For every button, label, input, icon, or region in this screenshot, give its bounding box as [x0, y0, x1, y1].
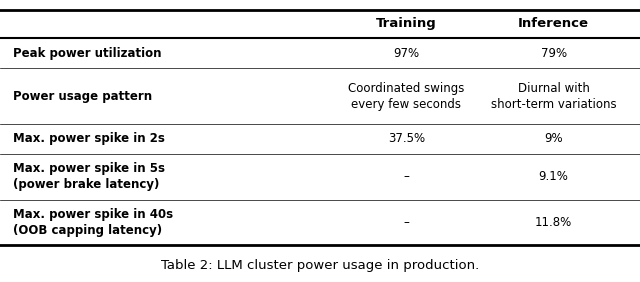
- Text: –: –: [403, 170, 410, 183]
- Text: Coordinated swings
every few seconds: Coordinated swings every few seconds: [348, 81, 465, 111]
- Text: –: –: [403, 216, 410, 229]
- Text: 97%: 97%: [394, 47, 419, 60]
- Text: 79%: 79%: [541, 47, 566, 60]
- Text: Diurnal with
short-term variations: Diurnal with short-term variations: [491, 81, 616, 111]
- Text: Max. power spike in 5s
(power brake latency): Max. power spike in 5s (power brake late…: [13, 162, 165, 191]
- Text: Inference: Inference: [518, 17, 589, 30]
- Text: 9.1%: 9.1%: [539, 170, 568, 183]
- Text: Peak power utilization: Peak power utilization: [13, 47, 161, 60]
- Text: Training: Training: [376, 17, 436, 30]
- Text: 9%: 9%: [544, 133, 563, 146]
- Text: 37.5%: 37.5%: [388, 133, 425, 146]
- Text: Table 2: LLM cluster power usage in production.: Table 2: LLM cluster power usage in prod…: [161, 259, 479, 272]
- Text: Max. power spike in 40s
(OOB capping latency): Max. power spike in 40s (OOB capping lat…: [13, 208, 173, 237]
- Text: Power usage pattern: Power usage pattern: [13, 90, 152, 103]
- Text: 11.8%: 11.8%: [535, 216, 572, 229]
- Text: Max. power spike in 2s: Max. power spike in 2s: [13, 133, 164, 146]
